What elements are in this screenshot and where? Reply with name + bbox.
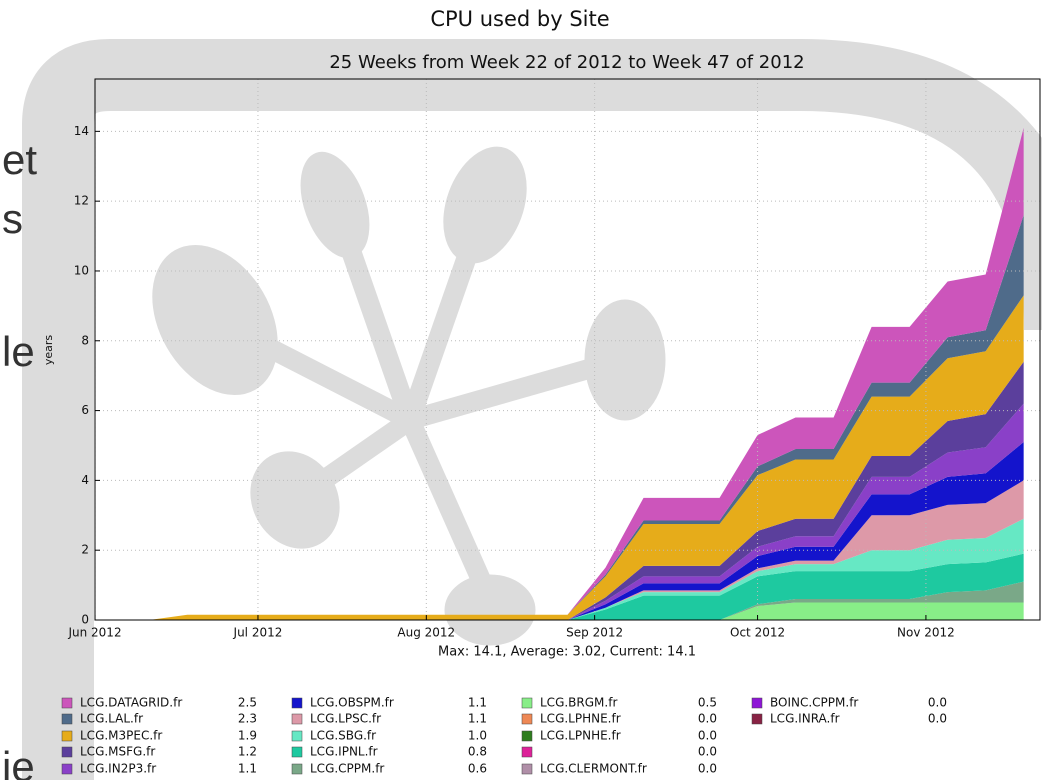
legend-swatch (292, 714, 302, 724)
slide-text: s (2, 195, 23, 242)
legend-label: LCG.IPNL.fr (310, 745, 378, 759)
legend-swatch (62, 714, 72, 724)
legend-value: 2.3 (238, 712, 257, 726)
legend-label: LCG.SBG.fr (310, 729, 376, 743)
legend-swatch (522, 731, 532, 741)
legend-swatch (62, 731, 72, 741)
x-tick-label: Jul 2012 (233, 626, 283, 640)
legend-value: 2.5 (238, 696, 257, 710)
legend-label: LCG.LPNHE.fr (540, 729, 621, 743)
legend-value: 1.1 (238, 762, 257, 776)
legend-label: LCG.CPPM.fr (310, 762, 384, 776)
legend-swatch (292, 764, 302, 774)
legend-label: LCG.LAL.fr (80, 712, 143, 726)
legend-swatch (752, 714, 762, 724)
y-tick-label: 8 (81, 333, 89, 347)
y-tick-label: 6 (81, 403, 89, 417)
legend-swatch (522, 764, 532, 774)
slide-text: ie (2, 743, 35, 780)
y-tick-label: 0 (81, 613, 89, 627)
chart-footer: Max: 14.1, Average: 3.02, Current: 14.1 (438, 645, 696, 660)
y-tick-label: 10 (74, 263, 89, 277)
slide: et s le ie CPU used by Site 25 Weeks fro… (0, 0, 1042, 780)
chart-title: CPU used by Site (430, 7, 609, 31)
legend-value: 0.0 (698, 745, 717, 759)
x-tick-label: Sep 2012 (566, 626, 623, 640)
legend-swatch (292, 731, 302, 741)
y-tick-label: 4 (81, 473, 89, 487)
legend-label: LCG.CLERMONT.fr (540, 762, 647, 776)
legend-label: LCG.M3PEC.fr (80, 729, 162, 743)
x-tick-label: Aug 2012 (397, 626, 455, 640)
y-tick-label: 14 (74, 124, 89, 138)
x-tick-label: Jun 2012 (67, 626, 121, 640)
legend-swatch (522, 747, 532, 757)
legend-swatch (522, 714, 532, 724)
legend-label: LCG.IN2P3.fr (80, 762, 156, 776)
legend-label: LCG.MSFG.fr (80, 745, 155, 759)
legend-swatch (62, 747, 72, 757)
legend-label: LCG.BRGM.fr (540, 696, 617, 710)
legend-swatch (522, 698, 532, 708)
x-tick-label: Oct 2012 (730, 626, 785, 640)
legend-value: 0.0 (698, 762, 717, 776)
legend-label: LCG.DATAGRID.fr (80, 696, 182, 710)
legend-label: LCG.OBSPM.fr (310, 696, 394, 710)
legend-value: 0.0 (928, 712, 947, 726)
legend-value: 0.0 (698, 729, 717, 743)
legend-value: 0.8 (468, 745, 487, 759)
legend-label: LCG.INRA.fr (770, 712, 840, 726)
legend-value: 0.0 (928, 696, 947, 710)
legend-value: 1.1 (468, 712, 487, 726)
legend-label: LCG.LPHNE.fr (540, 712, 621, 726)
legend-swatch (752, 698, 762, 708)
legend-value: 1.1 (468, 696, 487, 710)
legend-value: 1.0 (468, 729, 487, 743)
y-tick-label: 2 (81, 543, 89, 557)
legend-value: 1.9 (238, 729, 257, 743)
legend-swatch (292, 698, 302, 708)
legend-swatch (62, 764, 72, 774)
slide-text: le (2, 328, 35, 375)
legend-swatch (292, 747, 302, 757)
legend-value: 1.2 (238, 745, 257, 759)
legend-swatch (62, 698, 72, 708)
legend-label: LCG.LPSC.fr (310, 712, 381, 726)
legend-value: 0.0 (698, 712, 717, 726)
legend-value: 0.5 (698, 696, 717, 710)
x-tick-label: Nov 2012 (897, 626, 955, 640)
legend-label: BOINC.CPPM.fr (770, 696, 858, 710)
y-tick-label: 12 (74, 194, 89, 208)
legend-value: 0.6 (468, 762, 487, 776)
chart-subtitle: 25 Weeks from Week 22 of 2012 to Week 47… (329, 52, 804, 73)
y-axis-label: years (42, 335, 55, 366)
slide-text: et (2, 136, 37, 183)
